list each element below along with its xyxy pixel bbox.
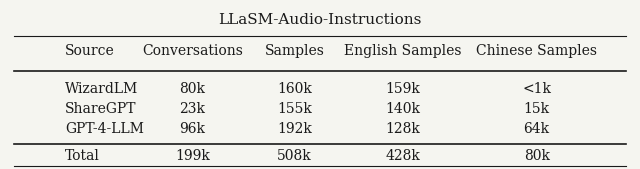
Text: Samples: Samples (264, 44, 324, 58)
Text: ShareGPT: ShareGPT (65, 102, 136, 116)
Text: 15k: 15k (524, 102, 550, 116)
Text: 80k: 80k (524, 149, 550, 163)
Text: WizardLM: WizardLM (65, 82, 138, 96)
Text: Conversations: Conversations (142, 44, 243, 58)
Text: 140k: 140k (385, 102, 420, 116)
Text: 508k: 508k (277, 149, 312, 163)
Text: Total: Total (65, 149, 100, 163)
Text: 192k: 192k (277, 122, 312, 136)
Text: GPT-4-LLM: GPT-4-LLM (65, 122, 144, 136)
Text: 159k: 159k (385, 82, 420, 96)
Text: 96k: 96k (180, 122, 205, 136)
Text: 64k: 64k (524, 122, 550, 136)
Text: English Samples: English Samples (344, 44, 461, 58)
Text: 428k: 428k (385, 149, 420, 163)
Text: 128k: 128k (385, 122, 420, 136)
Text: 23k: 23k (180, 102, 205, 116)
Text: <1k: <1k (522, 82, 551, 96)
Text: 80k: 80k (180, 82, 205, 96)
Text: 199k: 199k (175, 149, 210, 163)
Text: 155k: 155k (277, 102, 312, 116)
Text: LLaSM-Audio-Instructions: LLaSM-Audio-Instructions (218, 13, 422, 27)
Text: Source: Source (65, 44, 115, 58)
Text: 160k: 160k (277, 82, 312, 96)
Text: Chinese Samples: Chinese Samples (476, 44, 597, 58)
